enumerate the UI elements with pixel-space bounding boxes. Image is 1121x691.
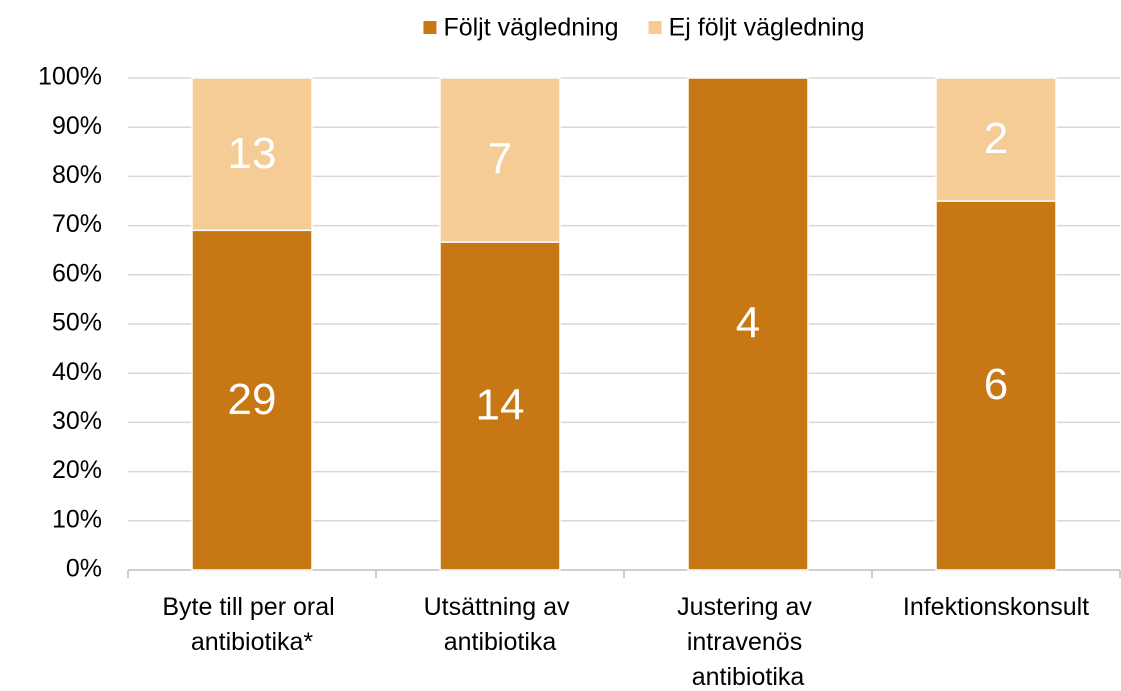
x-tick-label-line: antibiotika [692,663,805,691]
y-tick-label: 10% [52,505,102,533]
legend-swatch [648,21,662,34]
x-tick-label-line: Justering av [677,593,819,621]
data-label: 29 [228,375,277,424]
bar-segment [191,229,313,571]
bar-segment [935,200,1057,571]
data-label: 4 [736,299,760,348]
legend-label: Följt vägledning [443,14,618,42]
legend-swatch [423,21,437,34]
y-tick-label: 20% [52,456,102,484]
x-tick-label: Utsättning av antibiotika [424,593,577,656]
y-tick-label: 40% [52,358,102,386]
y-tick-label: 70% [52,210,102,238]
data-label: 2 [984,114,1008,163]
bar-segment [439,77,561,243]
x-tick-label: Justering av intravenös antibiotika [677,593,819,691]
x-tick-label-line: Utsättning av [424,593,577,621]
x-tick-label-line: Byte till per oral [162,593,341,621]
x-tick-label-line: Infektionskonsult [903,593,1089,621]
bar-segment [191,77,313,232]
y-tick-label: 90% [52,112,102,140]
y-tick-label: 30% [52,407,102,435]
x-tick-label: Infektionskonsult [903,593,1089,621]
bar-segment [935,77,1057,202]
data-label: 7 [488,135,512,184]
bar-segment [439,241,561,571]
x-tick-label-line: antibiotika [444,628,557,656]
legend-label: Ej följt vägledning [669,14,865,42]
y-tick-label: 60% [52,259,102,287]
legend: Följt vägledning Ej följt vägledning [423,14,865,42]
data-label: 14 [476,381,525,430]
x-tick-label-line: antibiotika* [191,628,314,656]
y-tick-label: 100% [38,63,102,91]
y-tick-label: 80% [52,161,102,189]
x-tick-label-line: intravenös [687,628,809,656]
bar-segment [687,77,809,571]
y-tick-label: 50% [52,309,102,337]
data-label: 6 [984,360,1008,409]
x-tick-label: Byte till per oral antibiotika* [162,593,341,656]
y-tick-label: 0% [66,555,102,583]
data-label: 13 [228,129,277,178]
